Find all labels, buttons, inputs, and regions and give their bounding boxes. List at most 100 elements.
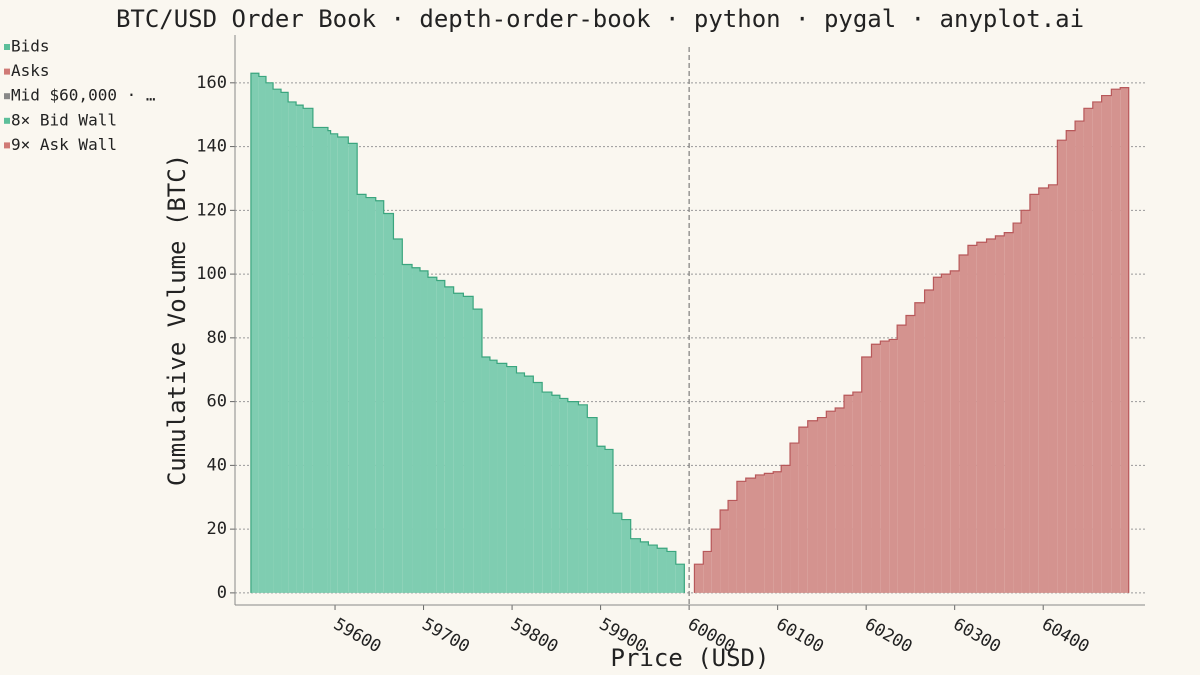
- legend-swatch: [4, 93, 10, 100]
- depth-step: [852, 392, 862, 593]
- depth-step: [914, 302, 925, 593]
- depth-step: [959, 254, 968, 593]
- depth-step: [1101, 95, 1112, 593]
- depth-step: [250, 73, 259, 593]
- depth-step: [657, 548, 667, 593]
- depth-step: [436, 280, 445, 593]
- depth-step: [790, 443, 799, 593]
- depth-step: [798, 427, 808, 593]
- y-tick-label: 60: [207, 392, 227, 412]
- depth-step: [402, 264, 413, 593]
- depth-step: [773, 471, 782, 593]
- depth-step: [357, 194, 367, 593]
- depth-step: [995, 235, 1005, 593]
- depth-step: [807, 420, 818, 593]
- depth-step: [871, 344, 881, 593]
- depth-step: [481, 356, 490, 593]
- y-tick-label: 20: [207, 519, 227, 539]
- depth-step: [817, 417, 827, 593]
- depth-step: [1048, 184, 1058, 593]
- depth-step: [835, 407, 845, 593]
- depth-step: [296, 105, 304, 593]
- depth-step: [463, 296, 474, 593]
- depth-step: [880, 341, 890, 593]
- depth-step: [1075, 121, 1084, 593]
- y-tick-label: 160: [196, 73, 227, 93]
- depth-step: [986, 239, 996, 593]
- depth-step: [559, 398, 568, 593]
- legend-label: Asks: [11, 61, 50, 80]
- legend-swatch: [4, 142, 10, 149]
- depth-step: [281, 92, 289, 593]
- depth-step: [941, 274, 951, 593]
- depth-step: [506, 366, 517, 593]
- depth-step: [612, 513, 622, 593]
- depth-step: [497, 363, 507, 593]
- y-tick-label: 120: [196, 200, 227, 220]
- depth-step: [924, 290, 934, 593]
- y-tick-label: 140: [196, 137, 227, 157]
- y-tick-label: 80: [207, 328, 227, 348]
- legend-label: 9× Ask Wall: [11, 135, 117, 154]
- depth-step: [1083, 108, 1093, 593]
- depth-step: [755, 474, 765, 593]
- depth-step: [703, 551, 712, 593]
- depth-step: [524, 376, 534, 593]
- depth-step: [1057, 140, 1067, 593]
- depth-step: [745, 478, 756, 593]
- legend-label: Mid $60,000 · …: [11, 86, 156, 105]
- legend-swatch: [4, 117, 10, 124]
- depth-step: [337, 137, 349, 593]
- depth-step: [950, 270, 960, 593]
- depth-step: [258, 76, 266, 593]
- depth-step: [542, 392, 552, 593]
- depth-step: [1004, 232, 1014, 593]
- depth-step: [383, 213, 394, 593]
- depth-step: [720, 510, 729, 593]
- depth-step: [933, 277, 942, 593]
- depth-step: [826, 411, 836, 593]
- depth-step: [648, 545, 658, 593]
- depth-step: [578, 404, 588, 593]
- depth-step: [675, 564, 685, 593]
- depth-step: [1029, 194, 1039, 593]
- depth-step: [1021, 210, 1030, 593]
- depth-step: [473, 309, 482, 593]
- depth-step: [489, 360, 498, 593]
- legend-swatch: [4, 68, 10, 75]
- depth-step: [976, 242, 987, 593]
- depth-step: [967, 245, 977, 593]
- depth-step: [597, 446, 606, 593]
- depth-step: [393, 239, 403, 593]
- depth-step: [412, 267, 421, 593]
- depth-step: [312, 127, 328, 593]
- depth-step: [711, 529, 721, 593]
- depth-step: [630, 538, 641, 593]
- depth-step: [889, 339, 898, 593]
- depth-step: [330, 133, 338, 593]
- depth-step: [366, 197, 376, 593]
- y-axis-label: Cumulative Volume (BTC): [163, 154, 191, 486]
- depth-step: [348, 143, 358, 593]
- depth-step: [551, 395, 560, 593]
- depth-step: [453, 293, 464, 593]
- depth-step: [327, 130, 331, 593]
- depth-step: [728, 500, 737, 593]
- depth-step: [420, 270, 428, 593]
- depth-step: [567, 401, 579, 593]
- depth-step: [587, 417, 598, 593]
- depth-step: [694, 564, 704, 593]
- legend-label: 8× Bid Wall: [11, 110, 117, 129]
- depth-step: [1038, 188, 1049, 593]
- depth-step: [1013, 223, 1022, 593]
- depth-step: [621, 519, 631, 593]
- depth-step: [1066, 130, 1076, 593]
- depth-step: [533, 382, 543, 593]
- depth-step: [375, 200, 384, 593]
- depth-outline: [693, 87, 1130, 593]
- depth-step: [1111, 89, 1121, 593]
- depth-step: [288, 101, 297, 593]
- depth-step: [265, 82, 274, 593]
- depth-step: [444, 286, 454, 593]
